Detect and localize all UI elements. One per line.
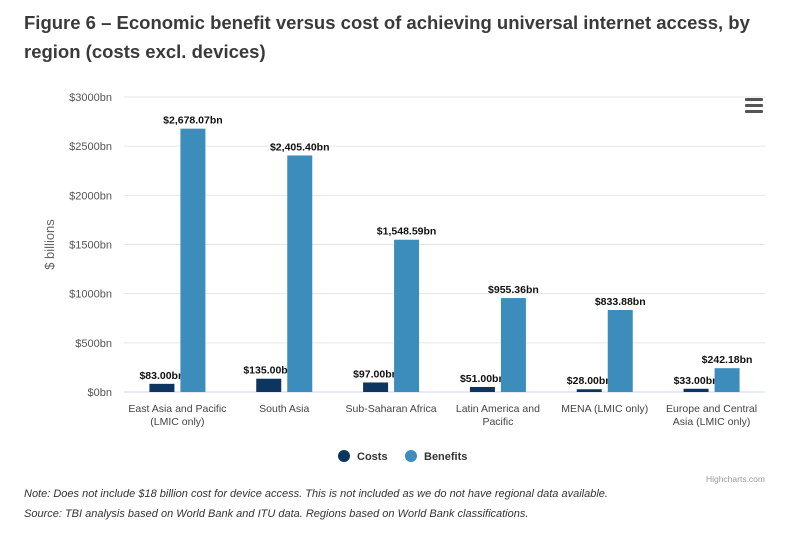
x-tick-label: MENA (LMIC only) (561, 403, 648, 415)
data-label: $51.00bn (460, 373, 505, 385)
x-tick-label: South Asia (259, 403, 309, 415)
cost-bar[interactable] (363, 382, 389, 392)
data-label: $833.88bn (595, 296, 646, 308)
cost-bar[interactable] (683, 388, 709, 392)
legend-item-benefits[interactable]: Benefits (424, 451, 467, 463)
legend-marker[interactable] (338, 450, 350, 462)
benefit-bar[interactable] (180, 128, 206, 393)
y-tick-label: $1500bn (69, 240, 112, 252)
y-tick-label: $3000bn (69, 92, 112, 104)
data-label: $2,678.07bn (163, 115, 223, 127)
data-label: $2,405.40bn (270, 141, 330, 153)
bar-chart: $0bn $500bn $1000bn $1500bn $2000bn $2500bn $3… (42, 92, 765, 484)
data-label: $33.00bn (674, 375, 719, 387)
benefit-bar[interactable] (394, 239, 420, 392)
x-tick-label: Europe and Central (666, 403, 757, 415)
y-tick-label: $1000bn (69, 289, 112, 301)
benefit-bar[interactable] (714, 368, 740, 392)
cost-bar[interactable] (576, 389, 602, 392)
x-tick-label: Asia (LMIC only) (673, 416, 751, 428)
hamburger-menu-icon[interactable] (743, 98, 765, 116)
x-tick-label: Latin America and (456, 403, 540, 415)
benefit-bar[interactable] (607, 310, 633, 392)
y-axis-title: $ billions (42, 219, 57, 270)
x-tick-label: (LMIC only) (150, 416, 204, 428)
y-tick-label: $2500bn (69, 141, 112, 153)
legend-marker[interactable] (405, 450, 417, 462)
legend-item-costs[interactable]: Costs (357, 451, 388, 463)
data-label: $135.00bn (243, 365, 294, 377)
chart-source: Source: TBI analysis based on World Bank… (24, 508, 529, 520)
benefit-bar[interactable] (287, 155, 313, 392)
benefit-bar[interactable] (500, 298, 526, 392)
y-tick-label: $500bn (75, 338, 112, 350)
x-tick-label: Pacific (482, 416, 513, 428)
data-label: $83.00bn (139, 370, 184, 382)
data-label: $97.00bn (353, 368, 398, 380)
cost-bar[interactable] (256, 378, 282, 392)
x-tick-label: Sub-Saharan Africa (346, 403, 437, 415)
y-tick-label: $2000bn (69, 190, 112, 202)
cost-bar[interactable] (469, 386, 495, 392)
data-label: $242.18bn (702, 354, 753, 366)
data-label: $955.36bn (488, 284, 539, 296)
x-tick-label: East Asia and Pacific (128, 403, 226, 415)
chart-note: Note: Does not include $18 billion cost … (24, 488, 608, 500)
cost-bar[interactable] (149, 383, 175, 392)
chart-title: Figure 6 – Economic benefit versus cost … (24, 12, 750, 62)
y-tick-label: $0bn (88, 387, 112, 399)
data-label: $28.00bn (567, 375, 612, 387)
highcharts-credit[interactable]: Highcharts.com (706, 474, 765, 484)
data-label: $1,548.59bn (377, 226, 437, 238)
